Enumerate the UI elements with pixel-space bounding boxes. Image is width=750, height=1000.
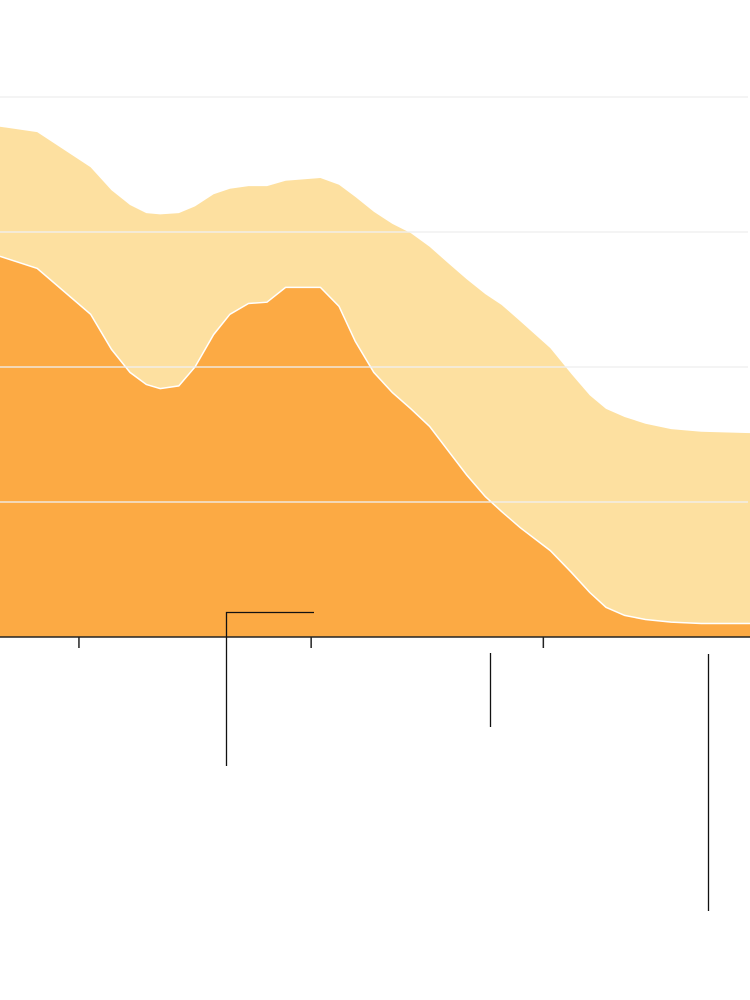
annotation-leaders <box>225 611 710 911</box>
area-edge <box>0 255 750 625</box>
x-axis <box>0 636 750 648</box>
area <box>0 256 750 637</box>
areas <box>0 126 750 637</box>
area <box>0 126 750 624</box>
annotation-leader <box>225 611 314 766</box>
grid <box>0 96 748 503</box>
